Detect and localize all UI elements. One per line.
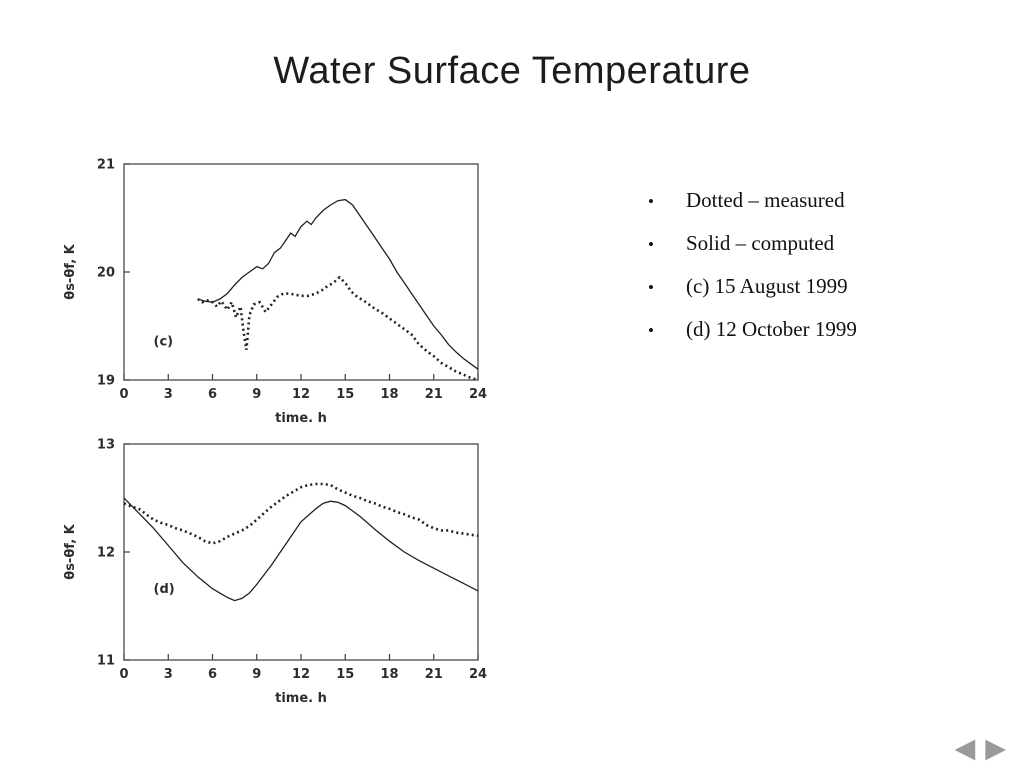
- svg-text:3: 3: [164, 667, 173, 682]
- svg-text:6: 6: [208, 667, 217, 682]
- svg-text:11: 11: [97, 654, 115, 669]
- svg-text:24: 24: [469, 667, 487, 682]
- bullet-marker: •: [648, 235, 654, 254]
- bullet-item: • Solid – computed: [648, 229, 978, 259]
- svg-text:15: 15: [336, 667, 354, 682]
- chart-c-figure: 0 3 6 9 12 15 18 21 24 19 20 21 time. h θs-θf, K (c): [58, 150, 488, 435]
- bullet-item: • Dotted – measured: [648, 186, 978, 216]
- svg-text:9: 9: [252, 387, 261, 402]
- svg-text:(d): (d): [154, 582, 175, 597]
- bullet-text: Dotted – measured: [686, 188, 845, 212]
- bullet-text: Solid – computed: [686, 231, 835, 255]
- svg-text:20: 20: [97, 266, 115, 281]
- bullet-item: • (d) 12 October 1999: [648, 315, 978, 345]
- nav-forward-button[interactable]: ▶: [985, 735, 1006, 762]
- nav-back-button[interactable]: ◀: [954, 735, 975, 762]
- chart-d-figure: 0 3 6 9 12 15 18 21 24 11 12 13 time. h θs-θf, K (d): [58, 430, 488, 715]
- next-arrow-icon: ▶: [985, 733, 1006, 764]
- bullet-marker: •: [648, 192, 654, 211]
- svg-text:15: 15: [336, 387, 354, 402]
- svg-text:12: 12: [97, 546, 115, 561]
- svg-text:3: 3: [164, 387, 173, 402]
- svg-text:θs-θf, K: θs-θf, K: [63, 243, 78, 299]
- svg-text:21: 21: [425, 667, 443, 682]
- svg-text:θs-θf, K: θs-θf, K: [63, 523, 78, 579]
- svg-text:6: 6: [208, 387, 217, 402]
- bullet-text: (c) 15 August 1999: [686, 274, 848, 298]
- svg-text:13: 13: [97, 438, 115, 453]
- bullet-list: • Dotted – measured • Solid – computed •…: [648, 186, 978, 358]
- svg-text:18: 18: [380, 667, 398, 682]
- svg-text:12: 12: [292, 667, 310, 682]
- svg-text:9: 9: [252, 667, 261, 682]
- svg-text:21: 21: [425, 387, 443, 402]
- bullet-marker: •: [648, 321, 654, 340]
- slide-title: Water Surface Temperature: [273, 50, 751, 92]
- chart-c-plot: 0 3 6 9 12 15 18 21 24 19 20 21 time. h θs-θf, K (c): [63, 158, 487, 427]
- svg-text:18: 18: [380, 387, 398, 402]
- svg-text:0: 0: [119, 387, 128, 402]
- bullet-text: (d) 12 October 1999: [686, 317, 857, 341]
- bullet-marker: •: [648, 278, 654, 297]
- chart-d-plot: 0 3 6 9 12 15 18 21 24 11 12 13 time. h θs-θf, K (d): [63, 438, 487, 707]
- svg-text:0: 0: [119, 667, 128, 682]
- svg-text:24: 24: [469, 387, 487, 402]
- slide-nav: ◀ ▶: [954, 735, 1006, 762]
- svg-text:19: 19: [97, 374, 115, 389]
- bullet-item: • (c) 15 August 1999: [648, 272, 978, 302]
- svg-text:12: 12: [292, 387, 310, 402]
- svg-text:21: 21: [97, 158, 115, 173]
- svg-text:time. h: time. h: [275, 691, 327, 706]
- previous-arrow-icon: ◀: [954, 733, 976, 764]
- svg-text:(c): (c): [154, 334, 174, 349]
- svg-text:time. h: time. h: [275, 411, 327, 426]
